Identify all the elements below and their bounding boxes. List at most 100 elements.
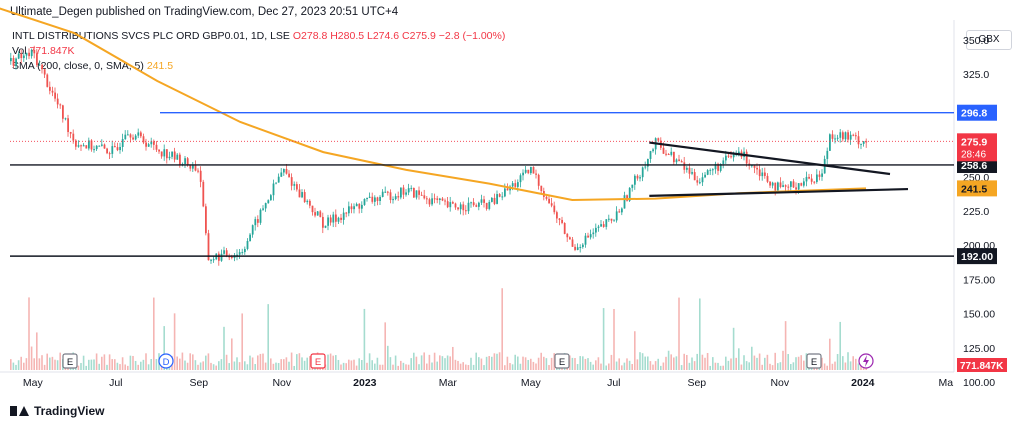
candle-body: [251, 225, 254, 235]
volume-bar: [491, 356, 493, 370]
candle-body: [298, 189, 301, 198]
volume-bar: [449, 356, 451, 370]
volume-bar: [509, 363, 511, 370]
candle-body: [571, 239, 574, 247]
volume-bar: [332, 355, 334, 370]
volume-bar: [241, 313, 243, 370]
candle-body: [340, 217, 342, 220]
volume-bar: [777, 363, 779, 370]
volume-bar: [337, 359, 340, 370]
volume-bar: [753, 355, 756, 370]
candle-body: [283, 169, 285, 173]
candle-body: [647, 158, 649, 167]
tradingview-wordmark: TradingView: [34, 404, 105, 418]
candle-body: [727, 155, 730, 157]
candle-body: [426, 198, 428, 200]
volume-bar: [738, 348, 740, 370]
tradingview-logo-icon: [10, 406, 29, 416]
volume-bar: [82, 355, 85, 370]
volume-bar: [384, 322, 386, 370]
volume-bar: [574, 358, 576, 370]
volume-bar: [847, 352, 849, 370]
volume-bar: [501, 288, 503, 370]
volume-bar: [199, 362, 202, 370]
dividend-marker: [158, 353, 174, 369]
candle-body: [810, 178, 813, 182]
candle-body: [423, 195, 426, 199]
volume-bar: [389, 357, 392, 370]
volume-bar: [441, 356, 444, 370]
volume-bar: [433, 352, 436, 370]
volume-bar: [43, 364, 46, 370]
candle-body: [769, 181, 771, 186]
volume-label-text: 771.847K: [960, 361, 1004, 372]
price-chart[interactable]: 350.0325.0300.0275.0250.0225.0200.00175.…: [0, 0, 1024, 400]
volume-bar: [743, 355, 745, 370]
x-tick-label: Jul: [607, 377, 620, 389]
volume-bar: [657, 358, 659, 370]
volume-bar: [670, 354, 672, 370]
volume-bar: [345, 363, 347, 370]
candle-body: [777, 182, 779, 191]
volume-bar: [488, 356, 490, 370]
candle-body: [506, 188, 509, 191]
candle-body: [501, 196, 504, 198]
volume-bar: [504, 365, 506, 370]
volume-bar: [790, 363, 792, 370]
volume-bar: [49, 357, 51, 370]
volume-bar: [618, 358, 620, 370]
candle-body: [561, 219, 563, 223]
volume-bar: [595, 360, 597, 370]
candle-body: [795, 187, 797, 190]
volume-bar: [480, 358, 483, 370]
candle-body: [550, 203, 553, 206]
candle-body: [301, 192, 303, 198]
candle-body: [186, 158, 189, 165]
candle-body: [514, 183, 517, 187]
candle-body: [644, 166, 647, 168]
candle-body: [519, 175, 522, 183]
legend-vol-value: 771.847K: [29, 45, 75, 57]
volume-bar: [571, 357, 574, 370]
volume-bar: [545, 358, 548, 370]
volume-bar: [163, 326, 165, 370]
volume-bar: [298, 353, 301, 370]
volume-bar: [727, 360, 730, 370]
x-tick-label: Nov: [770, 377, 789, 389]
volume-bar: [415, 356, 418, 370]
candle-body: [345, 212, 348, 214]
candle-body: [600, 224, 602, 227]
candle-body: [732, 154, 735, 158]
candle-body: [179, 154, 181, 165]
candle-body: [267, 200, 270, 204]
y-tick-label: 125.00: [963, 343, 995, 355]
legend-vol-label: Vol: [12, 45, 27, 57]
currency-selector[interactable]: GBX: [966, 30, 1012, 50]
candle-body: [108, 153, 111, 155]
candle-body: [173, 151, 176, 160]
candle-body: [387, 191, 389, 193]
volume-bar: [696, 353, 698, 370]
volume-bar: [803, 360, 805, 370]
volume-bar: [712, 357, 714, 370]
volume-bar: [90, 359, 93, 370]
volume-bar: [10, 359, 12, 370]
volume-bar: [686, 354, 688, 370]
candle-body: [459, 204, 462, 210]
volume-bar: [142, 359, 145, 370]
candle-body: [407, 188, 410, 193]
volume-bar: [324, 364, 327, 370]
candle-body: [62, 105, 64, 119]
candle-body: [272, 183, 275, 196]
volume-bar: [543, 356, 545, 370]
candle-body: [805, 176, 808, 182]
candle-body: [563, 222, 566, 234]
candle-body: [33, 50, 36, 54]
candle-body: [829, 134, 831, 151]
volume-bar: [228, 363, 230, 370]
volume-bar: [496, 353, 498, 370]
candle-body: [72, 133, 75, 141]
candle-body: [491, 197, 493, 202]
candle-body: [327, 217, 329, 226]
x-tick-label: Sep: [687, 377, 706, 389]
